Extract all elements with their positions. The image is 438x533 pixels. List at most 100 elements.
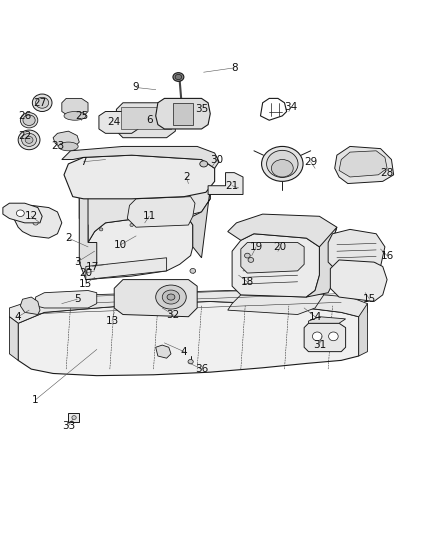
Polygon shape: [64, 155, 215, 199]
Text: 18: 18: [241, 277, 254, 287]
Ellipse shape: [99, 228, 103, 231]
Ellipse shape: [173, 72, 184, 82]
Polygon shape: [155, 99, 210, 129]
Text: 9: 9: [133, 83, 139, 93]
Polygon shape: [3, 203, 42, 223]
Text: 2: 2: [183, 172, 190, 182]
Text: 25: 25: [75, 111, 88, 121]
Polygon shape: [241, 243, 304, 273]
Ellipse shape: [59, 142, 78, 151]
Text: 2: 2: [65, 233, 72, 243]
Ellipse shape: [162, 290, 180, 304]
Text: 34: 34: [284, 102, 298, 112]
Polygon shape: [10, 317, 18, 360]
Text: 20: 20: [274, 242, 287, 252]
Polygon shape: [188, 188, 210, 258]
Ellipse shape: [160, 221, 164, 224]
Polygon shape: [62, 147, 219, 168]
Ellipse shape: [188, 359, 193, 364]
Polygon shape: [228, 277, 324, 314]
Text: 12: 12: [25, 211, 38, 221]
Ellipse shape: [261, 147, 303, 181]
Polygon shape: [359, 304, 367, 356]
Text: 36: 36: [195, 364, 208, 374]
Text: 21: 21: [226, 181, 239, 191]
Ellipse shape: [244, 253, 250, 258]
Bar: [121, 107, 171, 129]
Ellipse shape: [35, 98, 49, 108]
Bar: [173, 103, 193, 125]
Polygon shape: [20, 297, 40, 314]
Bar: [68, 413, 79, 422]
Ellipse shape: [190, 269, 196, 273]
Text: 19: 19: [250, 242, 263, 252]
Polygon shape: [339, 151, 387, 177]
Polygon shape: [127, 197, 195, 227]
Ellipse shape: [130, 223, 134, 227]
Polygon shape: [335, 147, 394, 183]
Text: 3: 3: [74, 257, 81, 267]
Ellipse shape: [272, 159, 293, 177]
Text: 27: 27: [33, 98, 46, 108]
Ellipse shape: [155, 285, 186, 309]
Ellipse shape: [64, 111, 86, 120]
Text: 32: 32: [166, 310, 180, 319]
Ellipse shape: [23, 115, 35, 125]
Polygon shape: [232, 234, 319, 297]
Polygon shape: [86, 258, 166, 280]
Ellipse shape: [328, 332, 338, 341]
Text: 16: 16: [381, 251, 394, 261]
Polygon shape: [79, 175, 210, 243]
Text: 8: 8: [231, 63, 237, 73]
Text: 35: 35: [195, 104, 208, 114]
Ellipse shape: [182, 219, 186, 222]
Text: 4: 4: [181, 346, 187, 357]
Text: 22: 22: [18, 131, 32, 141]
Polygon shape: [304, 323, 346, 352]
Text: 15: 15: [79, 279, 92, 289]
Ellipse shape: [21, 133, 36, 147]
Polygon shape: [328, 229, 385, 275]
Text: 4: 4: [15, 312, 21, 322]
Polygon shape: [14, 205, 62, 238]
Ellipse shape: [267, 150, 298, 177]
Polygon shape: [208, 173, 243, 195]
Text: 13: 13: [106, 316, 119, 326]
Polygon shape: [306, 227, 337, 297]
Polygon shape: [228, 214, 337, 247]
Text: 20: 20: [79, 268, 92, 278]
Polygon shape: [18, 302, 359, 376]
Ellipse shape: [72, 416, 76, 419]
Ellipse shape: [175, 75, 182, 79]
Text: 24: 24: [108, 117, 121, 127]
Ellipse shape: [312, 332, 322, 341]
Polygon shape: [99, 111, 138, 133]
Polygon shape: [308, 317, 346, 323]
Text: 15: 15: [363, 294, 376, 304]
Polygon shape: [35, 290, 97, 308]
Ellipse shape: [33, 221, 38, 225]
Ellipse shape: [20, 112, 38, 128]
Polygon shape: [10, 290, 367, 323]
Text: 30: 30: [210, 155, 223, 165]
Polygon shape: [155, 345, 171, 358]
Text: 6: 6: [146, 115, 152, 125]
Polygon shape: [79, 183, 97, 280]
Ellipse shape: [25, 136, 33, 143]
Text: 1: 1: [32, 394, 39, 405]
Text: 11: 11: [142, 211, 156, 221]
Polygon shape: [62, 99, 88, 116]
Text: 17: 17: [86, 262, 99, 271]
Text: 5: 5: [74, 294, 81, 304]
Ellipse shape: [200, 161, 208, 167]
Text: 7: 7: [80, 157, 87, 167]
Polygon shape: [114, 280, 197, 317]
Text: 28: 28: [381, 168, 394, 177]
Ellipse shape: [18, 130, 40, 150]
Ellipse shape: [32, 94, 52, 111]
Polygon shape: [53, 131, 79, 147]
Text: 23: 23: [51, 141, 64, 151]
Polygon shape: [117, 103, 175, 138]
Text: 29: 29: [304, 157, 317, 167]
Ellipse shape: [248, 257, 254, 262]
